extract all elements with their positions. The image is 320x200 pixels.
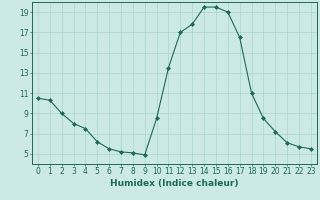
X-axis label: Humidex (Indice chaleur): Humidex (Indice chaleur): [110, 179, 239, 188]
